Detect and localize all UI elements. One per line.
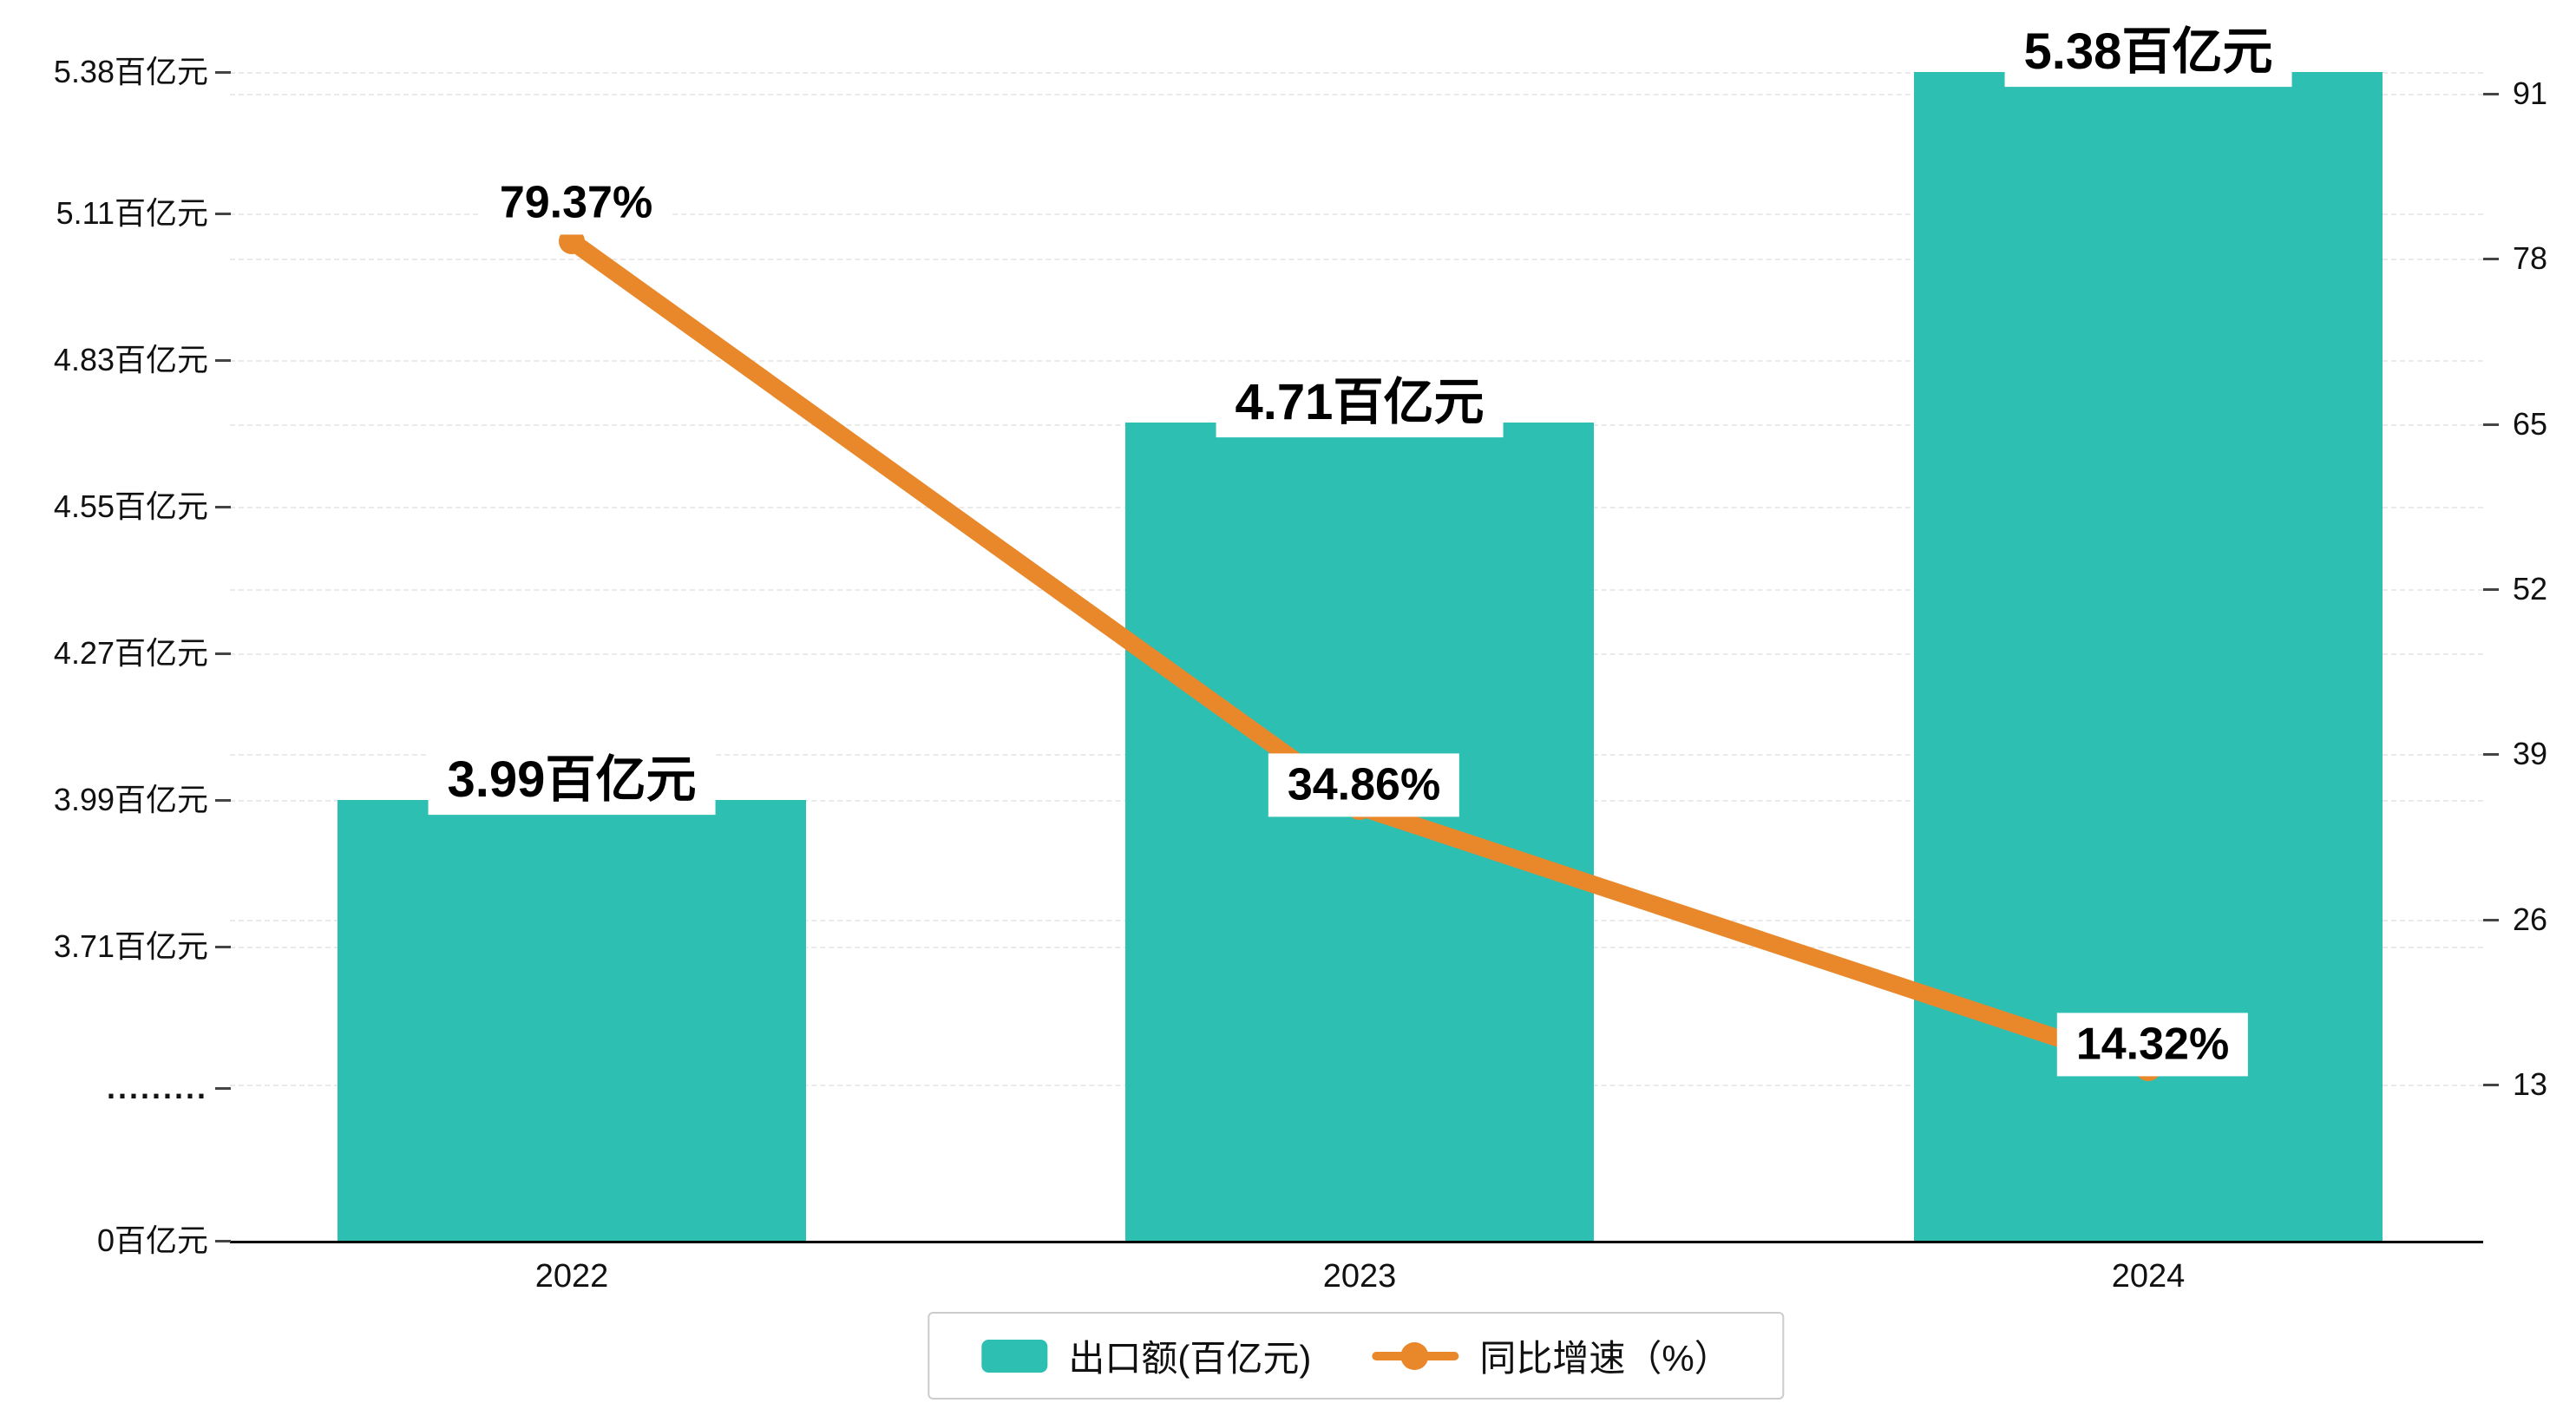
left-axis-label: 5.38百亿元 xyxy=(53,54,208,89)
legend-item-growth[interactable]: 同比增速（%） xyxy=(1372,1329,1731,1382)
left-axis-tick xyxy=(215,1240,231,1242)
right-axis-label: 52 xyxy=(2513,571,2548,606)
gridline xyxy=(230,360,2483,362)
left-axis-label: 4.83百亿元 xyxy=(53,342,208,377)
bar-value-label-2024: 5.38百亿元 xyxy=(2004,17,2292,87)
left-axis-tick xyxy=(215,652,231,655)
gridline xyxy=(230,94,2483,95)
left-axis-tick xyxy=(215,799,231,802)
right-axis-tick xyxy=(2483,919,2499,921)
x-axis-line xyxy=(230,1241,2483,1243)
left-axis-tick xyxy=(215,1087,231,1090)
left-axis-label: 4.27百亿元 xyxy=(53,635,208,671)
left-axis-label: 3.71百亿元 xyxy=(53,928,208,964)
right-axis-label: 26 xyxy=(2513,901,2548,937)
gridline xyxy=(230,213,2483,215)
bar-value-label-2023: 4.71百亿元 xyxy=(1216,368,1504,437)
bar-value-label-2022: 3.99百亿元 xyxy=(428,745,716,815)
left-axis-tick xyxy=(215,71,231,74)
legend-label: 同比增速（%） xyxy=(1479,1338,1731,1379)
left-axis-tick xyxy=(215,213,231,215)
legend-label: 出口额(百亿元) xyxy=(1068,1338,1312,1379)
x-axis-label-2023: 2023 xyxy=(1322,1258,1397,1295)
line-value-label-2024: 14.32% xyxy=(2056,1013,2249,1077)
bar-2023[interactable] xyxy=(1125,423,1594,1241)
bar-2022[interactable] xyxy=(338,800,806,1241)
left-axis-label: 5.11百亿元 xyxy=(56,195,208,231)
right-axis-label: 65 xyxy=(2513,406,2548,442)
line-swatch-dot xyxy=(1400,1341,1429,1370)
left-axis-tick xyxy=(215,946,231,948)
left-axis-tick xyxy=(215,359,231,362)
line-swatch-icon xyxy=(1372,1339,1459,1373)
right-axis-label: 78 xyxy=(2513,240,2548,276)
line-value-label-2023: 34.86% xyxy=(1268,753,1460,817)
right-axis-label: 91 xyxy=(2513,75,2548,111)
gridline xyxy=(230,72,2483,74)
growth-line xyxy=(563,233,2157,1077)
right-axis-label: 39 xyxy=(2513,736,2548,771)
left-axis-tick xyxy=(215,506,231,508)
right-axis-tick xyxy=(2483,588,2499,591)
right-axis-tick xyxy=(2483,93,2499,95)
right-axis-tick xyxy=(2483,753,2499,756)
legend-item-export[interactable]: 出口额(百亿元) xyxy=(981,1329,1311,1382)
left-axis-label: 0百亿元 xyxy=(96,1223,208,1258)
x-axis-label-2024: 2024 xyxy=(2111,1258,2186,1295)
line-value-label-2022: 79.37% xyxy=(480,171,672,235)
right-axis-tick xyxy=(2483,258,2499,260)
x-axis-label-2022: 2022 xyxy=(534,1258,609,1295)
gridline xyxy=(230,259,2483,260)
left-axis-label: 4.55百亿元 xyxy=(53,488,208,524)
right-axis-label: 13 xyxy=(2513,1066,2548,1102)
bar-swatch-icon xyxy=(981,1339,1048,1373)
left-axis-label: 3.99百亿元 xyxy=(53,782,208,817)
right-axis-tick xyxy=(2483,423,2499,426)
left-axis-break-label: ......... xyxy=(106,1070,208,1105)
legend: 出口额(百亿元) 同比增速（%） xyxy=(927,1312,1785,1400)
right-axis-tick xyxy=(2483,1084,2499,1086)
